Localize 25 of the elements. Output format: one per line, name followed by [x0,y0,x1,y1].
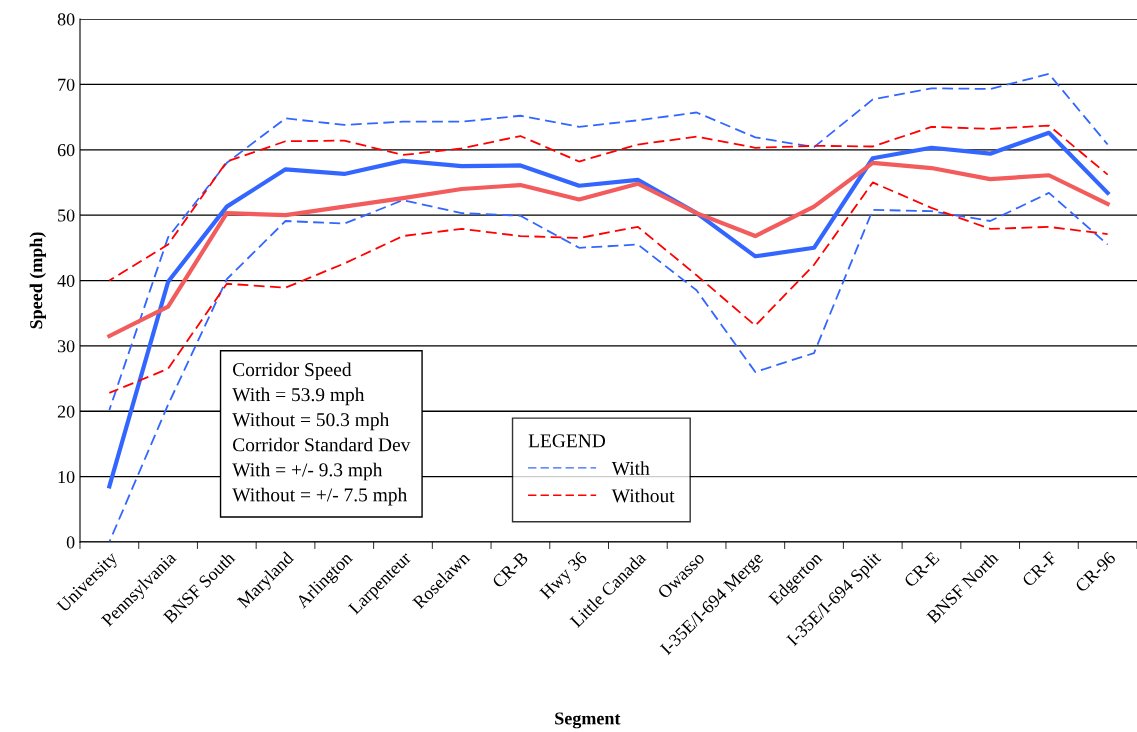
line-series [107,130,1110,489]
y-tick-label: 70 [58,78,75,91]
y-tick-label: 40 [57,274,75,287]
annotation: Corridor Standard Dev [233,437,411,452]
y-tick-label: 10 [58,470,75,484]
line-series [107,160,1110,339]
annotation: Corridor Speed [233,362,352,381]
x-axis-title: Segment [555,712,621,729]
annotation: With = +/- 9.3 mph [232,462,383,481]
y-tick-label: 80 [57,13,75,26]
legend-title: LEGEND [528,434,606,448]
legend-label: Without [611,488,675,503]
line-series [108,73,1109,411]
annotation: Without = 50.3 mph [232,412,390,431]
line-series [108,191,1109,542]
legend-label: With [611,461,650,475]
y-tick-label: 50 [58,209,75,222]
y-axis-title: Speed (mph) [29,232,46,329]
y-tick-label: 20 [57,405,75,418]
y-tick-label: 30 [57,340,75,353]
y-tick-label: 0 [66,536,75,549]
y-tick-label: 60 [57,144,75,157]
annotation: Without = +/- 7.5 mph [232,487,408,506]
annotation: With = 53.9 mph [232,387,365,406]
line-series [108,124,1109,282]
